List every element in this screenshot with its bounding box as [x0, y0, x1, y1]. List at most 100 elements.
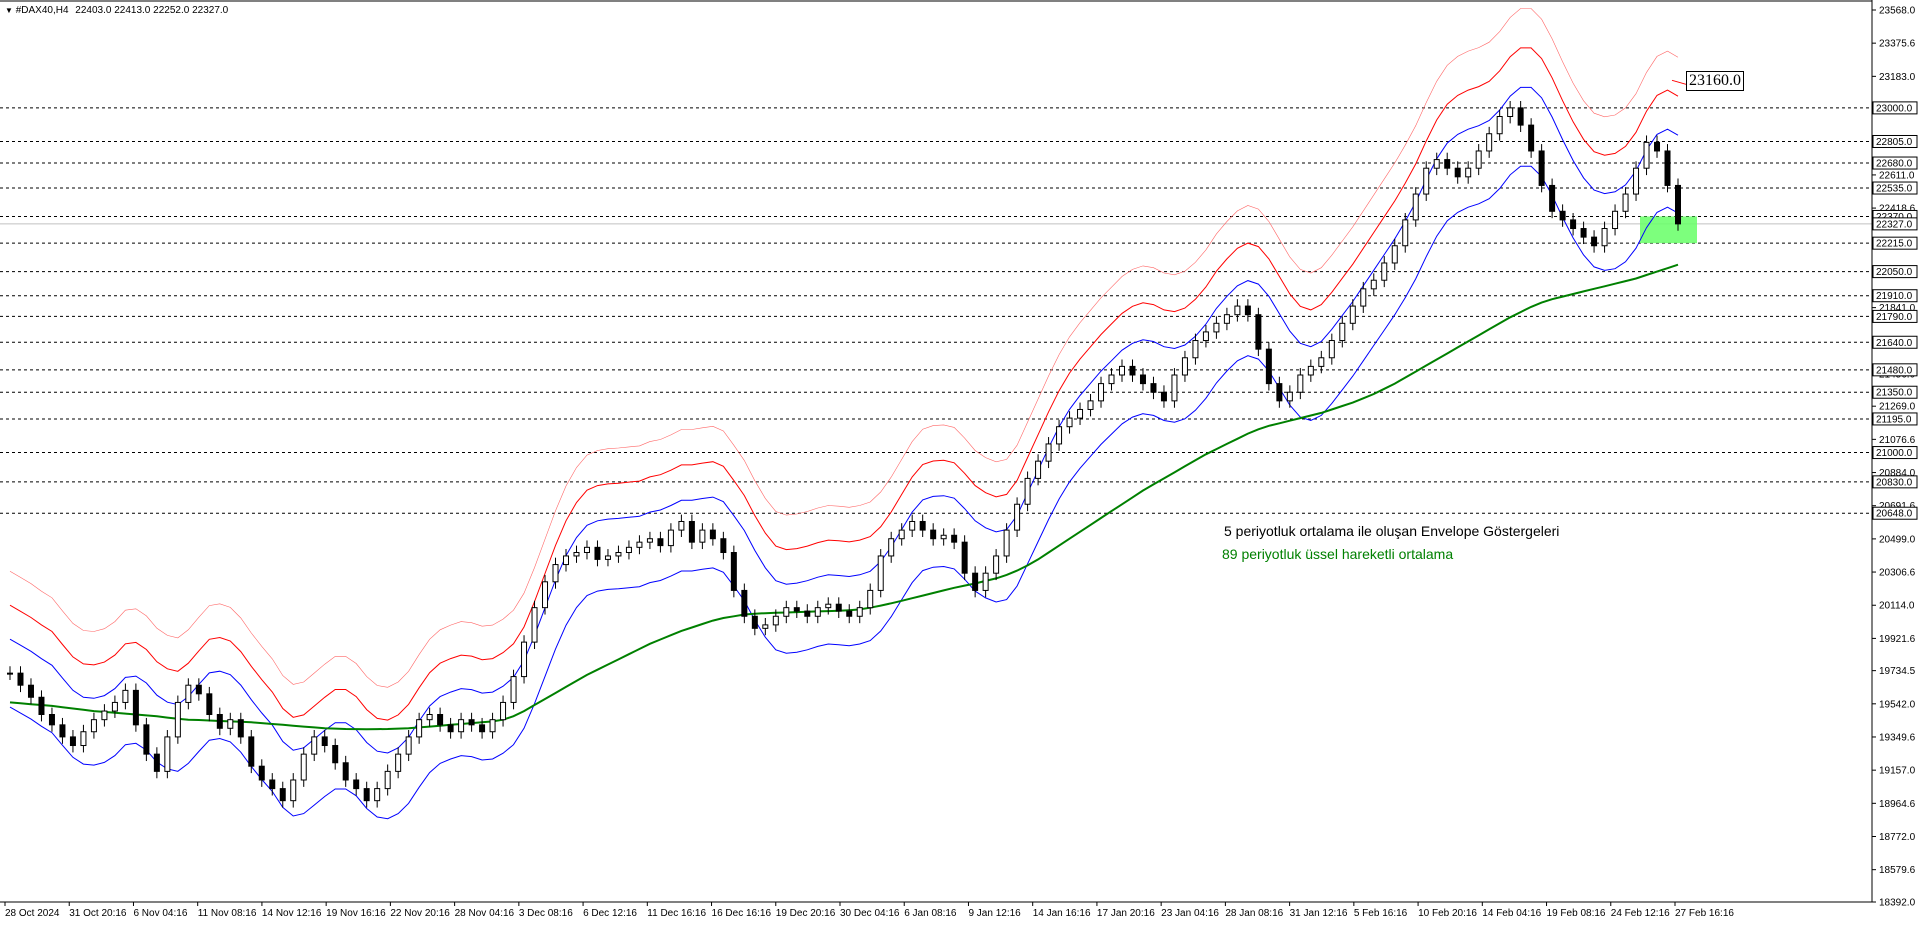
candle-body	[1507, 107, 1514, 118]
candle-body	[468, 719, 475, 726]
candle-body	[164, 736, 171, 772]
candle-body	[437, 714, 444, 726]
level-price-label: 21000.0	[1876, 448, 1913, 459]
candle-body	[290, 779, 297, 802]
candle-body	[500, 701, 507, 721]
candle-body	[961, 541, 968, 574]
candle-body	[321, 736, 328, 747]
candle-body	[1643, 141, 1650, 169]
candle-body	[699, 529, 706, 543]
candle-body	[195, 684, 202, 695]
level-price-label: 23000.0	[1876, 103, 1913, 114]
candle-body	[458, 719, 465, 733]
x-tick-label: 24 Feb 12:16	[1611, 908, 1670, 919]
y-tick-label: 20306.6	[1879, 568, 1916, 579]
candle-body	[258, 765, 265, 781]
candle-body	[237, 719, 244, 738]
candle-body	[153, 753, 160, 772]
candle-body	[919, 520, 926, 531]
candle-body	[552, 564, 559, 583]
candle-body	[1056, 426, 1063, 445]
candle-body	[384, 770, 391, 790]
level-price-box	[1872, 385, 1918, 399]
level-price-box	[1872, 181, 1918, 195]
x-tick-label: 19 Dec 20:16	[776, 908, 836, 919]
candle-body	[1402, 219, 1409, 247]
candle-body	[1423, 167, 1430, 195]
candle-body	[1014, 503, 1021, 531]
candle-body	[730, 552, 737, 591]
candle-body	[1024, 477, 1031, 505]
candle-body	[856, 607, 863, 617]
y-tick-label: 23568.0	[1879, 6, 1916, 17]
candle-body	[1339, 322, 1346, 342]
level-price-box	[1872, 506, 1918, 520]
candle-body	[143, 724, 150, 755]
current-price-label: 22327.0	[1876, 219, 1913, 230]
candle-body	[1192, 340, 1199, 359]
envelope-note: 5 periyotluk ortalama ile oluşan Envelop…	[1224, 523, 1560, 539]
ema-89-line	[9, 263, 1679, 731]
candle-body	[835, 603, 842, 612]
x-tick-label: 11 Dec 16:16	[647, 908, 706, 919]
candle-body	[1318, 357, 1325, 367]
candle-body	[1412, 193, 1419, 221]
level-price-label: 21350.0	[1876, 388, 1913, 399]
candle-body	[583, 546, 590, 554]
level-price-box	[1872, 236, 1918, 250]
ema-line-group	[9, 263, 1679, 731]
candle-body	[1559, 210, 1566, 221]
candle-body	[227, 719, 234, 729]
candle-body	[563, 555, 569, 566]
x-tick-label: 27 Feb 16:16	[1675, 908, 1734, 919]
candle-body	[1433, 159, 1440, 169]
dropdown-arrow-icon[interactable]: ▼	[5, 6, 13, 15]
x-tick-label: 14 Nov 12:16	[262, 908, 322, 919]
level-price-box	[1872, 446, 1918, 460]
candle-body	[1202, 331, 1209, 342]
y-tick-label: 22611.0	[1879, 170, 1915, 181]
highlight-zone-group	[1640, 216, 1697, 244]
candle-body	[646, 538, 653, 543]
candle-body	[1129, 365, 1136, 376]
level-price-label: 22050.0	[1876, 267, 1913, 278]
candle-body	[59, 724, 66, 738]
axes	[0, 0, 1873, 903]
candle-body	[972, 572, 979, 591]
candle-body	[1391, 245, 1398, 264]
candle-body	[1496, 116, 1503, 135]
candle-body	[1098, 383, 1105, 402]
candle-body	[1654, 141, 1661, 152]
candle-body	[940, 534, 947, 540]
candle-body	[1181, 357, 1188, 376]
level-price-box	[1872, 101, 1918, 115]
candle-body	[1265, 348, 1272, 385]
candle-body	[1119, 365, 1125, 376]
x-tick-label: 19 Nov 16:16	[326, 908, 386, 919]
candle-body	[762, 624, 769, 629]
candle-body	[1549, 184, 1556, 212]
x-tick-label: 14 Jan 16:16	[1033, 908, 1091, 919]
ema-note: 89 periyotluk üssel hareketli ortalama	[1222, 546, 1454, 562]
candle-body	[1171, 374, 1178, 402]
y-tick-label: 18579.6	[1879, 865, 1916, 876]
candle-body	[1675, 184, 1681, 225]
x-tick-label: 28 Jan 08:16	[1225, 908, 1283, 919]
candle-body	[1465, 167, 1472, 178]
candle-body	[615, 552, 622, 557]
candle-body	[594, 546, 601, 560]
candle-body	[604, 555, 611, 560]
candle-body	[1077, 408, 1084, 419]
candle-body	[7, 672, 13, 675]
x-tick-label: 6 Dec 12:16	[583, 908, 637, 919]
candle-body	[1307, 365, 1314, 376]
candle-body	[930, 529, 937, 540]
y-tick-label: 18964.6	[1879, 799, 1916, 810]
candle-body	[1370, 279, 1377, 290]
candle-body	[1213, 322, 1220, 333]
level-price-label: 21195.0	[1876, 414, 1912, 425]
y-tick-label: 19349.6	[1879, 732, 1916, 743]
candle-body	[814, 607, 821, 617]
